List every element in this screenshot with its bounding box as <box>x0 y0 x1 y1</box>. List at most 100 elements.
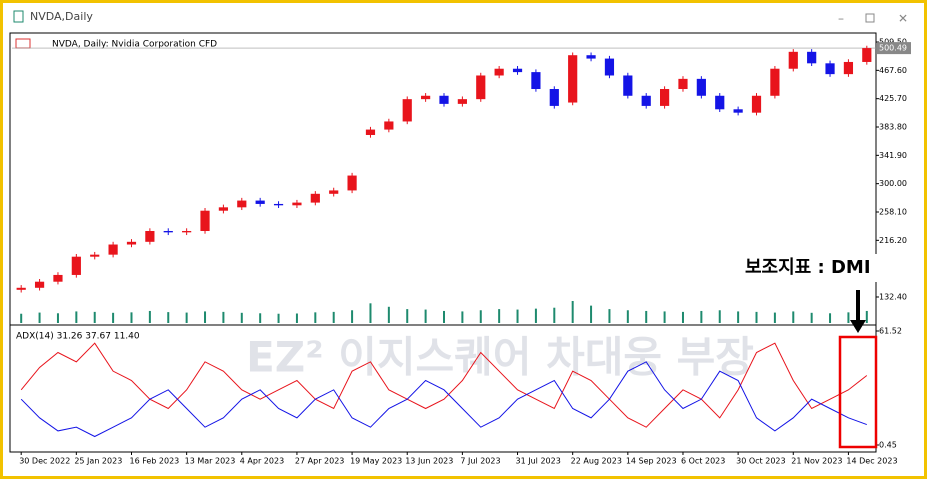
candle-body <box>16 287 26 290</box>
maximize-button[interactable] <box>865 13 875 23</box>
candle-body <box>273 203 284 206</box>
candle-body <box>476 75 486 100</box>
candle-body <box>347 175 357 191</box>
volume-bar <box>461 311 464 323</box>
candle-body <box>182 230 192 233</box>
candle-body <box>715 95 725 110</box>
last-price-label: 500.49 <box>879 44 907 53</box>
y-tick-label: 300.00 <box>879 179 907 188</box>
x-tick-label: 21 Nov 2023 <box>791 457 842 466</box>
candle-body <box>421 95 431 100</box>
candle-body <box>255 200 265 204</box>
volume-bar <box>590 305 593 323</box>
volume-bar <box>75 311 78 323</box>
candle-body <box>163 230 173 233</box>
candle-body <box>788 51 798 69</box>
candle-body <box>292 202 302 206</box>
close-button[interactable]: ✕ <box>898 12 908 26</box>
volume-bar <box>314 312 317 323</box>
volume-bar <box>792 311 795 323</box>
volume-bar <box>185 312 188 323</box>
x-tick-label: 19 May 2023 <box>350 457 402 466</box>
candle-body <box>53 274 63 282</box>
candle-body <box>678 78 688 90</box>
minimize-button[interactable]: – <box>838 12 844 26</box>
candle-body <box>200 210 210 231</box>
y-tick-label: 467.60 <box>879 66 907 75</box>
volume-bar <box>516 309 519 323</box>
volume-bar <box>571 301 574 323</box>
x-tick-label: 16 Feb 2023 <box>129 457 179 466</box>
volume-bar <box>38 312 41 323</box>
volume-bar <box>534 308 537 323</box>
y-tick-label: 425.70 <box>879 94 907 103</box>
candle-body <box>384 121 394 130</box>
volume-bar <box>479 310 482 323</box>
volume-bar <box>663 311 666 323</box>
candle-body <box>218 207 228 211</box>
candle-body <box>843 61 854 75</box>
candle-body <box>862 48 872 62</box>
volume-bar <box>204 311 207 323</box>
candle-body <box>237 200 247 208</box>
watermark: EZ² 이지스퀘어 차대웅 부장 <box>246 333 754 382</box>
volume-bar <box>93 311 96 323</box>
y-tick-label: 509.50 <box>879 38 907 47</box>
volume-bar <box>737 311 740 323</box>
x-tick-label: 14 Sep 2023 <box>626 457 677 466</box>
candle-body <box>310 193 320 203</box>
candle-body <box>71 256 81 275</box>
candle-body <box>402 99 412 122</box>
volume-bar <box>332 311 335 323</box>
volume-bar <box>718 310 721 323</box>
y-tick-label: 0.45 <box>879 441 897 450</box>
y-tick-label: 132.40 <box>879 292 907 301</box>
candle-body <box>494 68 504 76</box>
candle-body <box>512 68 523 73</box>
chart-frame <box>9 32 877 453</box>
volume-bar <box>443 310 445 323</box>
candle-body <box>108 244 118 255</box>
volume-bar <box>387 306 390 323</box>
candle-body <box>365 129 376 135</box>
x-tick-label: 30 Dec 2022 <box>19 457 70 466</box>
candle-body <box>329 190 339 194</box>
volume-bar <box>20 313 23 323</box>
candle-body <box>34 281 45 288</box>
volume-bar <box>56 313 59 323</box>
volume-bar <box>351 310 354 323</box>
x-tick-label: 7 Jul 2023 <box>460 457 500 466</box>
volume-bar <box>829 313 832 323</box>
volume-bar <box>222 311 225 323</box>
volume-bar <box>295 313 298 323</box>
volume-bar <box>498 309 501 323</box>
volume-bar <box>681 311 684 323</box>
volume-bar <box>755 311 758 323</box>
candle-body <box>604 58 615 76</box>
volume-bar <box>240 312 243 323</box>
candle-body <box>770 68 780 96</box>
y-tick-label: 216.20 <box>879 236 907 245</box>
annotation-bg <box>738 254 908 282</box>
volume-bar <box>553 307 556 323</box>
y-tick-label: 258.10 <box>879 207 907 216</box>
y-tick-label: 61.52 <box>879 327 902 336</box>
di-line <box>20 342 868 428</box>
x-tick-label: 27 Apr 2023 <box>295 457 344 466</box>
window-icon <box>13 10 24 23</box>
candle-body <box>439 95 449 104</box>
candle-body <box>751 95 762 113</box>
window-title: NVDA,Daily <box>30 10 93 23</box>
candle-body <box>696 78 706 96</box>
candle-body <box>586 55 596 59</box>
volume-bar <box>773 312 776 323</box>
x-tick-label: 13 Jun 2023 <box>405 457 453 466</box>
candle-body <box>457 99 467 104</box>
volume-bar <box>369 303 372 323</box>
volume-bar <box>626 310 629 323</box>
volume-bar <box>608 309 611 323</box>
candle-body <box>126 241 137 245</box>
annotation: 보조지표 : DMI <box>745 257 871 278</box>
